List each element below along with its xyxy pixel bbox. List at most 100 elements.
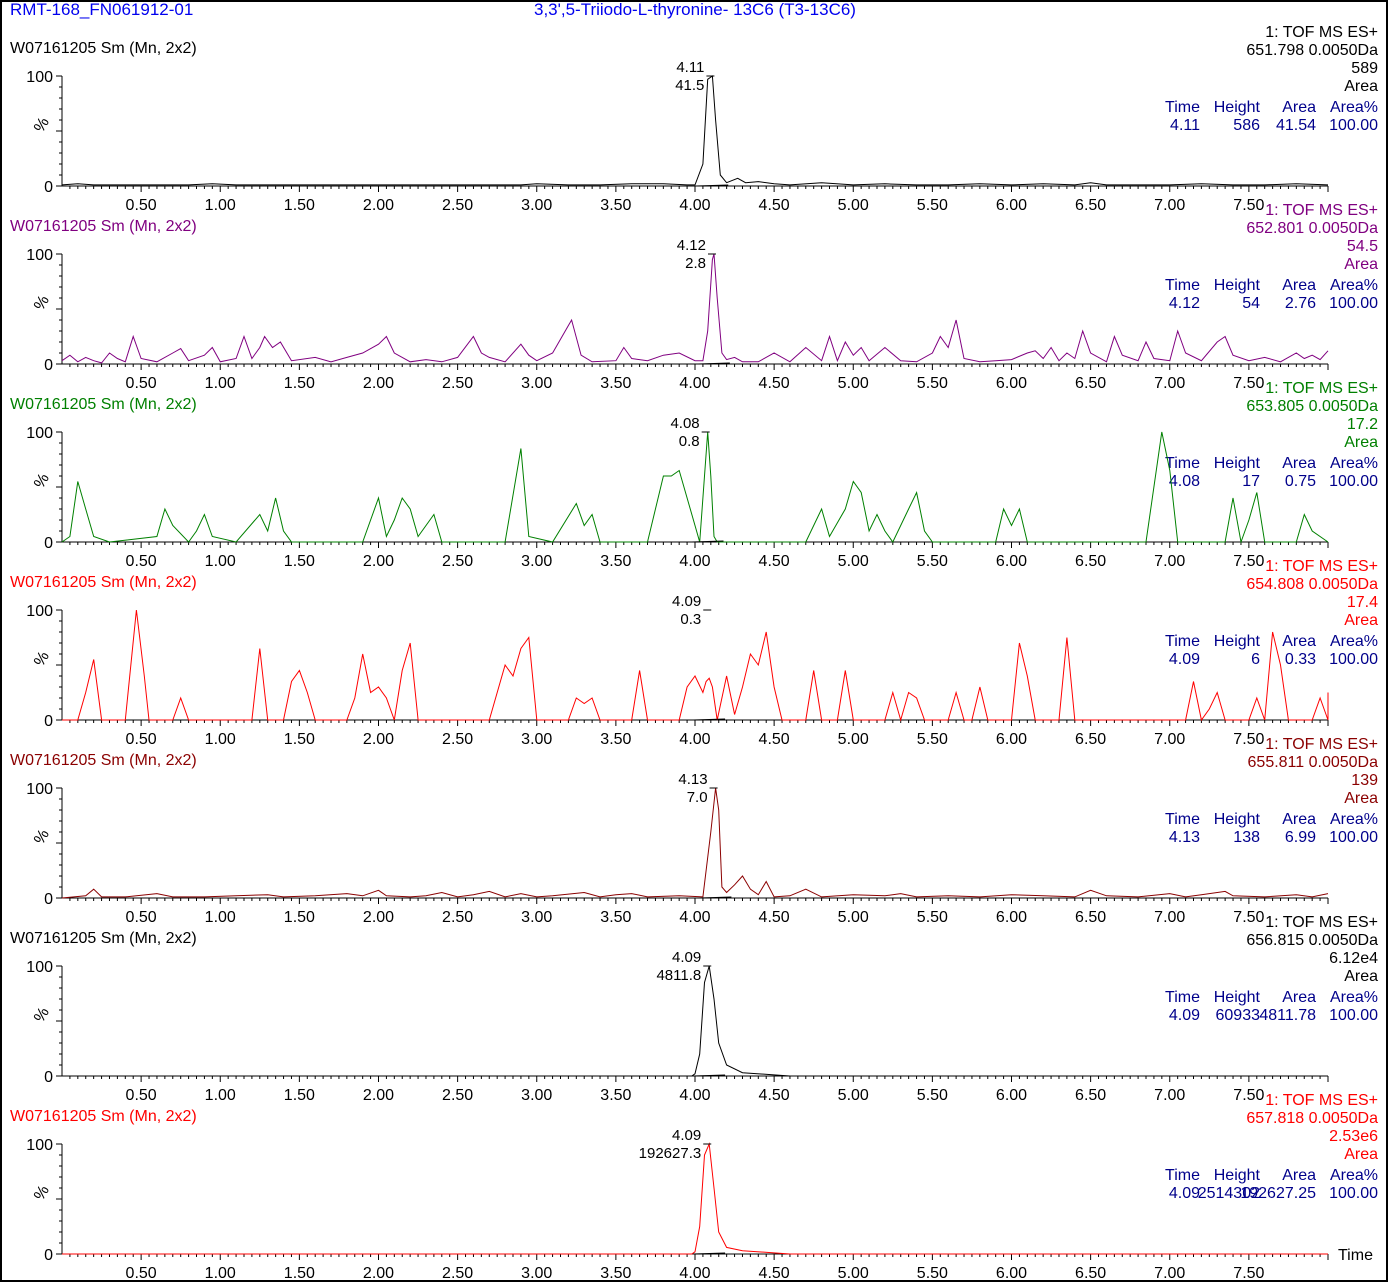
y-tick-label: 0 (44, 179, 53, 196)
panel-max-intensity: 17.2 (1347, 416, 1378, 433)
peak-area-label: 7.0 (687, 789, 708, 806)
table-header-area-pct: Area% (1330, 633, 1378, 650)
table-header-area: Area (1282, 1167, 1316, 1184)
x-tick-label: 3.00 (521, 1265, 552, 1282)
row-height: 586 (1233, 117, 1260, 134)
integration-baseline (699, 896, 732, 899)
panel-max-intensity: 6.12e4 (1329, 950, 1378, 967)
y-tick-label: 0 (44, 1069, 53, 1086)
x-tick-label: 2.00 (363, 909, 394, 926)
x-tick-label: 2.50 (442, 1087, 473, 1104)
row-area: 4811.78 (1259, 1007, 1316, 1024)
trace-line (62, 1142, 1328, 1255)
y-tick-label: 100 (26, 1137, 53, 1154)
y-tick-label: 0 (44, 713, 53, 730)
panel-function-label: 1: TOF MS ES+ (1265, 558, 1378, 575)
row-time: 4.11 (1170, 117, 1200, 134)
x-tick-label: 2.50 (442, 375, 473, 392)
row-area: 2.76 (1285, 295, 1316, 312)
x-tick-label: 1.50 (284, 909, 315, 926)
trace-line (61, 787, 1329, 899)
x-tick-label: 5.00 (838, 197, 869, 214)
row-height: 17 (1242, 473, 1260, 490)
y-axis-label: % (31, 649, 53, 670)
x-tick-label: 0.50 (126, 909, 157, 926)
panel-file-label: W07161205 Sm (Mn, 2x2) (10, 930, 197, 947)
x-tick-label: 7.50 (1233, 1265, 1264, 1282)
x-tick-label: 3.00 (521, 553, 552, 570)
x-tick-label: 1.50 (284, 1087, 315, 1104)
x-tick-label: 5.50 (917, 375, 948, 392)
panel-area-label: Area (1344, 968, 1378, 985)
x-axis-label: Time (1338, 1247, 1373, 1264)
y-axis-label: % (31, 293, 53, 314)
x-tick-label: 4.00 (679, 375, 710, 392)
y-tick-label: 0 (44, 891, 53, 908)
x-tick-label: 6.50 (1075, 909, 1106, 926)
chromatogram-panel-2: W07161205 Sm (Mn, 2x2) 1: TOF MS ES+652.8… (10, 202, 1378, 392)
x-tick-label: 1.00 (205, 197, 236, 214)
panel-mass-label: 654.808 0.0050Da (1246, 576, 1378, 593)
y-axis-label: % (31, 1005, 53, 1026)
compound-title: 3,3',5-Triiodo-L-thyronine- 13C6 (T3-13C… (534, 0, 856, 19)
trace-line (61, 75, 1329, 186)
x-tick-label: 5.50 (917, 197, 948, 214)
table-header-area-pct: Area% (1330, 99, 1378, 116)
table-header-area-pct: Area% (1330, 811, 1378, 828)
panel-file-label: W07161205 Sm (Mn, 2x2) (10, 40, 197, 57)
x-tick-label: 5.50 (917, 1265, 948, 1282)
row-area: 192627.25 (1240, 1185, 1316, 1202)
x-tick-label: 5.00 (838, 731, 869, 748)
row-height: 2514302 (1198, 1185, 1260, 1202)
x-tick-label: 7.00 (1154, 909, 1185, 926)
panel-file-label: W07161205 Sm (Mn, 2x2) (10, 752, 197, 769)
x-tick-label: 3.00 (521, 197, 552, 214)
y-tick-label: 0 (44, 357, 53, 374)
x-tick-label: 3.00 (521, 375, 552, 392)
row-height: 6 (1251, 651, 1260, 668)
trace-line (62, 609, 1329, 722)
panel-max-intensity: 2.53e6 (1329, 1128, 1378, 1145)
x-tick-label: 1.50 (284, 553, 315, 570)
peak-area-label: 4811.8 (656, 967, 701, 984)
row-time: 4.08 (1169, 473, 1200, 490)
row-time: 4.09 (1169, 651, 1200, 668)
peak-time-label: 4.11 (676, 59, 704, 76)
table-header-time: Time (1165, 455, 1200, 472)
panel-file-label: W07161205 Sm (Mn, 2x2) (10, 396, 197, 413)
integration-baseline (693, 1074, 726, 1077)
integration-baseline (693, 718, 726, 721)
x-tick-label: 2.00 (363, 1087, 394, 1104)
table-header-time: Time (1165, 277, 1200, 294)
row-time: 4.12 (1169, 295, 1200, 312)
panel-area-label: Area (1344, 256, 1378, 273)
x-tick-label: 1.00 (205, 1087, 236, 1104)
x-tick-label: 3.00 (521, 909, 552, 926)
panel-max-intensity: 589 (1351, 60, 1378, 77)
x-tick-label: 3.50 (600, 375, 631, 392)
panel-mass-label: 653.805 0.0050Da (1246, 398, 1378, 415)
row-time: 4.09 (1169, 1185, 1200, 1202)
x-tick-label: 6.00 (996, 375, 1027, 392)
y-axis-label: % (31, 827, 53, 848)
table-header-area: Area (1282, 811, 1316, 828)
table-header-area-pct: Area% (1330, 1167, 1378, 1184)
x-tick-label: 6.50 (1075, 197, 1106, 214)
x-tick-label: 1.50 (284, 731, 315, 748)
x-tick-label: 4.50 (759, 909, 790, 926)
table-header-area: Area (1282, 633, 1316, 650)
x-tick-label: 4.00 (679, 1087, 710, 1104)
table-header-height: Height (1214, 99, 1261, 116)
x-tick-label: 7.00 (1154, 1087, 1185, 1104)
x-tick-label: 1.50 (284, 1265, 315, 1282)
peak-time-label: 4.09 (672, 949, 701, 966)
integration-baseline (691, 540, 724, 543)
x-tick-label: 2.50 (442, 731, 473, 748)
row-area: 0.33 (1285, 651, 1316, 668)
y-tick-label: 100 (26, 247, 53, 264)
panel-file-label: W07161205 Sm (Mn, 2x2) (10, 218, 197, 235)
x-tick-label: 2.00 (363, 731, 394, 748)
x-tick-label: 6.00 (996, 1087, 1027, 1104)
x-tick-label: 4.00 (679, 197, 710, 214)
